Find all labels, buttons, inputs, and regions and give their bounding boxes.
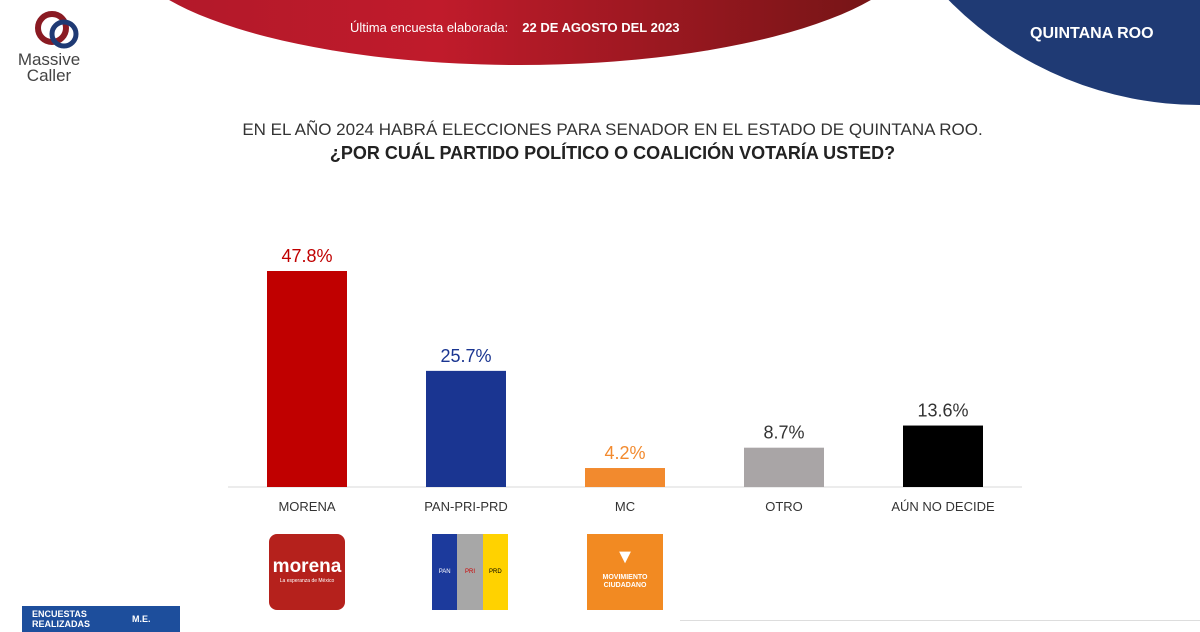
category-label: MC: [615, 499, 635, 514]
footer-col-1: ENCUESTAS REALIZADAS: [32, 609, 90, 629]
morena-logo-tagline: La esperanza de México: [279, 578, 335, 584]
massive-caller-logo-icon: [35, 11, 79, 49]
brand-name: Massive Caller: [17, 50, 81, 85]
survey-date-line: Última encuesta elaborada: 22 DE AGOSTO D…: [350, 20, 680, 36]
eagle-icon: ▼: [615, 546, 635, 568]
data-label: 25.7%: [440, 346, 491, 366]
prd-logo: PRD: [482, 534, 508, 610]
category-label: MORENA: [278, 499, 335, 514]
category-label: AÚN NO DECIDE: [891, 499, 995, 514]
question-line-2: ¿POR CUÁL PARTIDO POLÍTICO O COALICIÓN V…: [329, 143, 896, 163]
mc-logo: ▼ MOVIMIENTO CIUDADANO: [587, 534, 663, 610]
question-line-1: EN EL AÑO 2024 HABRÁ ELECCIONES PARA SEN…: [242, 120, 983, 139]
morena-logo: morena La esperanza de México: [269, 534, 345, 610]
footer-col-2: M.E.: [132, 614, 151, 624]
footer-divider: [680, 620, 1200, 621]
data-label: 13.6%: [917, 401, 968, 421]
survey-date: 22 DE AGOSTO DEL 2023: [522, 20, 680, 35]
category-label: OTRO: [765, 499, 803, 514]
survey-label: Última encuesta elaborada:: [350, 20, 509, 35]
category-label: PAN-PRI-PRD: [424, 499, 508, 514]
data-label: 47.8%: [281, 246, 332, 266]
pri-logo: PRI: [457, 534, 483, 610]
pan-pri-prd-logo: PAN PRI PRD: [432, 534, 508, 610]
state-name: QUINTANA ROO: [1030, 25, 1154, 42]
bar: [744, 447, 824, 487]
bar: [267, 271, 347, 487]
mc-logo-text: MOVIMIENTO CIUDADANO: [602, 574, 648, 589]
pan-logo: PAN: [432, 534, 458, 610]
bar: [903, 425, 983, 487]
bar: [585, 468, 665, 487]
morena-logo-text: morena: [272, 556, 342, 577]
data-label: 8.7%: [763, 423, 804, 443]
bar: [426, 370, 506, 487]
footer-info-box: ENCUESTAS REALIZADAS M.E.: [22, 606, 180, 632]
data-label: 4.2%: [604, 443, 645, 463]
